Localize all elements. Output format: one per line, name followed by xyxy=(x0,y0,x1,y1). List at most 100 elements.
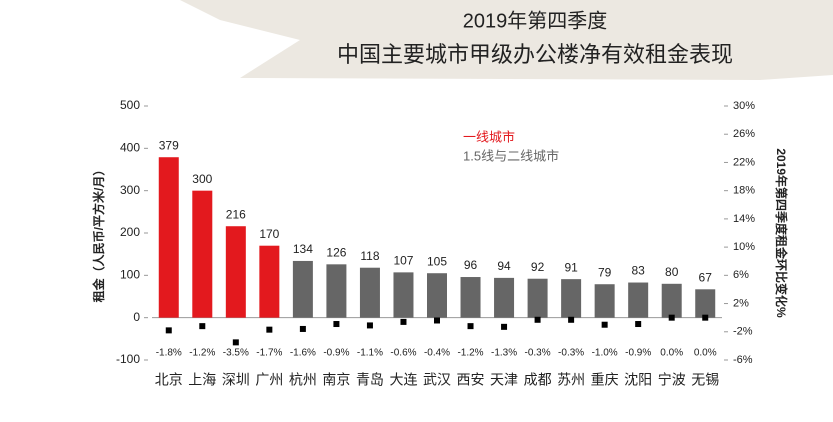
x-tick-label: 广州 xyxy=(255,372,283,388)
bar xyxy=(628,282,649,318)
change-marker xyxy=(333,321,340,328)
bar-value-label: 92 xyxy=(531,260,545,274)
bar xyxy=(594,284,615,318)
change-marker xyxy=(601,321,608,328)
bar-value-label: 91 xyxy=(564,260,578,274)
legend-entry: 1.5线与二线城市 xyxy=(463,148,559,163)
change-marker xyxy=(400,318,407,325)
y-tick-label: 300 xyxy=(120,183,140,197)
change-label: -1.3% xyxy=(491,348,517,359)
bar-value-label: 300 xyxy=(192,172,212,186)
change-label: -1.8% xyxy=(156,348,182,359)
bar-value-label: 126 xyxy=(326,245,346,259)
y2-tick-label: -6% xyxy=(733,354,753,366)
x-tick-label: 深圳 xyxy=(222,372,250,388)
change-label: -0.6% xyxy=(390,348,416,359)
change-label: -1.2% xyxy=(457,348,483,359)
change-marker xyxy=(366,322,373,329)
bar-value-label: 118 xyxy=(360,249,379,263)
y2-tick-label: 10% xyxy=(733,241,755,253)
y2-tick-label: 22% xyxy=(733,156,755,168)
x-tick-label: 无锡 xyxy=(691,372,719,388)
change-marker xyxy=(467,323,474,330)
bar-value-label: 170 xyxy=(259,227,279,241)
bar xyxy=(225,226,246,318)
legend-entry: 一线城市 xyxy=(463,129,515,144)
x-tick-label: 宁波 xyxy=(658,372,686,388)
y-tick-label: 400 xyxy=(120,141,140,155)
y-axis-label: 租金（人民币/平方米/月） xyxy=(91,164,106,303)
change-marker xyxy=(635,321,642,328)
bar-value-label: 79 xyxy=(598,265,612,279)
change-label: -0.3% xyxy=(558,348,584,359)
bar xyxy=(695,289,716,318)
chart-subtitle: 中国主要城市甲级办公楼净有效租金表现 xyxy=(337,42,733,67)
bar xyxy=(192,190,213,318)
y2-axis-label: 2019年第四季度租金环比变化% xyxy=(774,148,789,318)
change-marker xyxy=(434,317,440,324)
y2-tick-label: 18% xyxy=(733,185,755,197)
bar-value-label: 134 xyxy=(293,242,313,256)
bar-value-label: 83 xyxy=(631,264,645,278)
y2-tick-label: -2% xyxy=(733,326,753,338)
change-marker xyxy=(568,316,575,323)
y-tick-label: 200 xyxy=(120,225,140,239)
change-label: -0.4% xyxy=(424,348,450,359)
bar xyxy=(427,273,447,318)
bar xyxy=(661,283,682,318)
change-marker xyxy=(668,314,675,321)
change-label: -1.2% xyxy=(189,348,215,359)
bar xyxy=(259,245,280,318)
bar xyxy=(158,157,179,318)
bar-value-label: 216 xyxy=(226,207,246,221)
x-tick-label: 沈阳 xyxy=(624,372,652,388)
bar-value-label: 105 xyxy=(427,254,447,268)
y-tick-label: -100 xyxy=(116,352,140,366)
x-tick-label: 青岛 xyxy=(356,372,384,388)
change-label: -1.1% xyxy=(357,348,383,359)
change-label: -0.3% xyxy=(525,348,551,359)
change-marker xyxy=(534,316,541,323)
bar-value-label: 80 xyxy=(665,265,679,279)
change-label: -1.0% xyxy=(592,348,618,359)
y2-tick-label: 14% xyxy=(733,213,755,225)
bar xyxy=(527,278,548,318)
bar-value-label: 94 xyxy=(497,259,511,273)
x-tick-label: 南京 xyxy=(322,372,350,388)
bar-value-label: 96 xyxy=(464,258,478,272)
bar xyxy=(326,264,347,318)
change-marker xyxy=(199,323,206,330)
change-marker xyxy=(266,326,273,333)
change-marker xyxy=(232,339,239,346)
bar-value-label: 379 xyxy=(159,138,179,152)
x-tick-label: 天津 xyxy=(490,372,518,388)
background-brush xyxy=(180,0,833,80)
change-label: 0.0% xyxy=(660,348,683,359)
x-tick-label: 北京 xyxy=(155,372,183,388)
change-label: -1.7% xyxy=(256,348,282,359)
y2-tick-label: 30% xyxy=(733,100,755,112)
bar xyxy=(359,267,380,318)
x-tick-label: 重庆 xyxy=(591,372,619,388)
x-tick-label: 大连 xyxy=(389,372,417,388)
y-tick-label: 100 xyxy=(120,268,140,282)
y2-tick-label: 2% xyxy=(733,297,749,309)
change-marker xyxy=(299,325,306,332)
change-label: -1.6% xyxy=(290,348,316,359)
bar xyxy=(494,277,515,318)
x-tick-label: 武汉 xyxy=(423,372,451,388)
x-tick-label: 成都 xyxy=(524,372,552,388)
change-marker xyxy=(165,327,172,334)
chart-title: 2019年第四季度 xyxy=(463,9,608,32)
x-tick-label: 杭州 xyxy=(289,372,317,388)
bar-value-label: 107 xyxy=(393,254,413,268)
y-tick-label: 0 xyxy=(133,310,140,324)
change-marker xyxy=(501,323,508,330)
change-marker xyxy=(702,314,709,321)
x-tick-label: 苏州 xyxy=(557,372,585,388)
y2-tick-label: 26% xyxy=(733,128,755,140)
change-label: 0.0% xyxy=(694,348,717,359)
change-label: -0.9% xyxy=(323,348,349,359)
change-label: -0.9% xyxy=(625,348,651,359)
